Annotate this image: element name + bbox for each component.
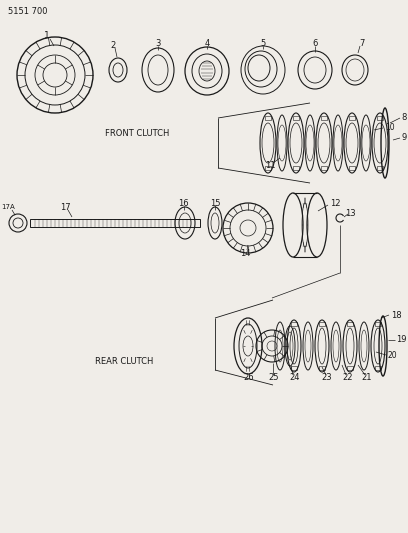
Text: 22: 22: [343, 374, 353, 383]
Ellipse shape: [359, 322, 369, 370]
Ellipse shape: [305, 115, 315, 171]
Text: 19: 19: [396, 335, 406, 344]
Text: 4: 4: [204, 38, 210, 47]
Text: 17A: 17A: [1, 204, 15, 210]
Text: 18: 18: [391, 311, 401, 319]
Ellipse shape: [334, 125, 342, 161]
Ellipse shape: [343, 320, 357, 372]
Ellipse shape: [333, 115, 343, 171]
Bar: [319, 322, 325, 326]
Ellipse shape: [277, 330, 283, 362]
Bar: [265, 116, 271, 120]
Text: 25: 25: [269, 374, 279, 383]
Text: 14: 14: [240, 248, 250, 257]
Text: 12: 12: [330, 198, 340, 207]
Text: 10: 10: [385, 124, 395, 133]
Bar: [291, 322, 297, 326]
Ellipse shape: [305, 330, 311, 362]
Bar: [293, 116, 299, 120]
Ellipse shape: [275, 322, 285, 370]
Ellipse shape: [318, 123, 330, 163]
Ellipse shape: [374, 328, 382, 364]
Ellipse shape: [346, 328, 354, 364]
Bar: [347, 366, 353, 370]
Bar: [291, 366, 297, 370]
Ellipse shape: [372, 113, 388, 173]
Text: 21: 21: [362, 374, 372, 383]
Ellipse shape: [346, 123, 358, 163]
Text: 24: 24: [290, 374, 300, 383]
Ellipse shape: [303, 322, 313, 370]
Ellipse shape: [306, 125, 314, 161]
Text: 17: 17: [60, 203, 70, 212]
Ellipse shape: [371, 320, 385, 372]
Ellipse shape: [287, 320, 301, 372]
Text: 20: 20: [387, 351, 397, 359]
Text: 16: 16: [178, 198, 188, 207]
Ellipse shape: [318, 328, 326, 364]
Ellipse shape: [290, 123, 302, 163]
Ellipse shape: [362, 125, 370, 161]
Text: 8: 8: [401, 114, 407, 123]
Bar: [377, 166, 383, 170]
Ellipse shape: [283, 193, 303, 257]
Ellipse shape: [278, 125, 286, 161]
Ellipse shape: [331, 322, 341, 370]
Bar: [349, 166, 355, 170]
Ellipse shape: [374, 123, 386, 163]
Text: 23: 23: [322, 374, 332, 383]
Ellipse shape: [316, 113, 332, 173]
Text: 13: 13: [345, 208, 355, 217]
Text: 2: 2: [111, 42, 115, 51]
Bar: [377, 116, 383, 120]
Bar: [265, 166, 271, 170]
Ellipse shape: [288, 113, 304, 173]
Bar: [319, 366, 325, 370]
Ellipse shape: [333, 330, 339, 362]
Text: 11: 11: [265, 161, 275, 171]
Text: 5151 700: 5151 700: [8, 7, 47, 16]
Bar: [321, 116, 327, 120]
Ellipse shape: [290, 328, 298, 364]
Bar: [375, 366, 381, 370]
Bar: [30, 219, 200, 227]
Bar: [321, 166, 327, 170]
Text: 3: 3: [155, 38, 161, 47]
Ellipse shape: [315, 320, 329, 372]
Text: 6: 6: [312, 38, 318, 47]
Ellipse shape: [260, 113, 276, 173]
Text: 26: 26: [244, 374, 254, 383]
Bar: [347, 322, 353, 326]
Text: REAR CLUTCH: REAR CLUTCH: [95, 357, 153, 366]
Text: FRONT CLUTCH: FRONT CLUTCH: [105, 128, 169, 138]
Ellipse shape: [361, 115, 371, 171]
Text: 7: 7: [359, 38, 365, 47]
Ellipse shape: [307, 193, 327, 257]
Text: 9: 9: [401, 133, 407, 142]
Bar: [293, 166, 299, 170]
Ellipse shape: [277, 115, 287, 171]
Text: 15: 15: [210, 198, 220, 207]
Ellipse shape: [262, 123, 274, 163]
Bar: [349, 116, 355, 120]
Bar: [375, 322, 381, 326]
Ellipse shape: [344, 113, 360, 173]
Text: 1: 1: [44, 31, 50, 41]
Text: 5: 5: [260, 38, 266, 47]
Ellipse shape: [361, 330, 367, 362]
